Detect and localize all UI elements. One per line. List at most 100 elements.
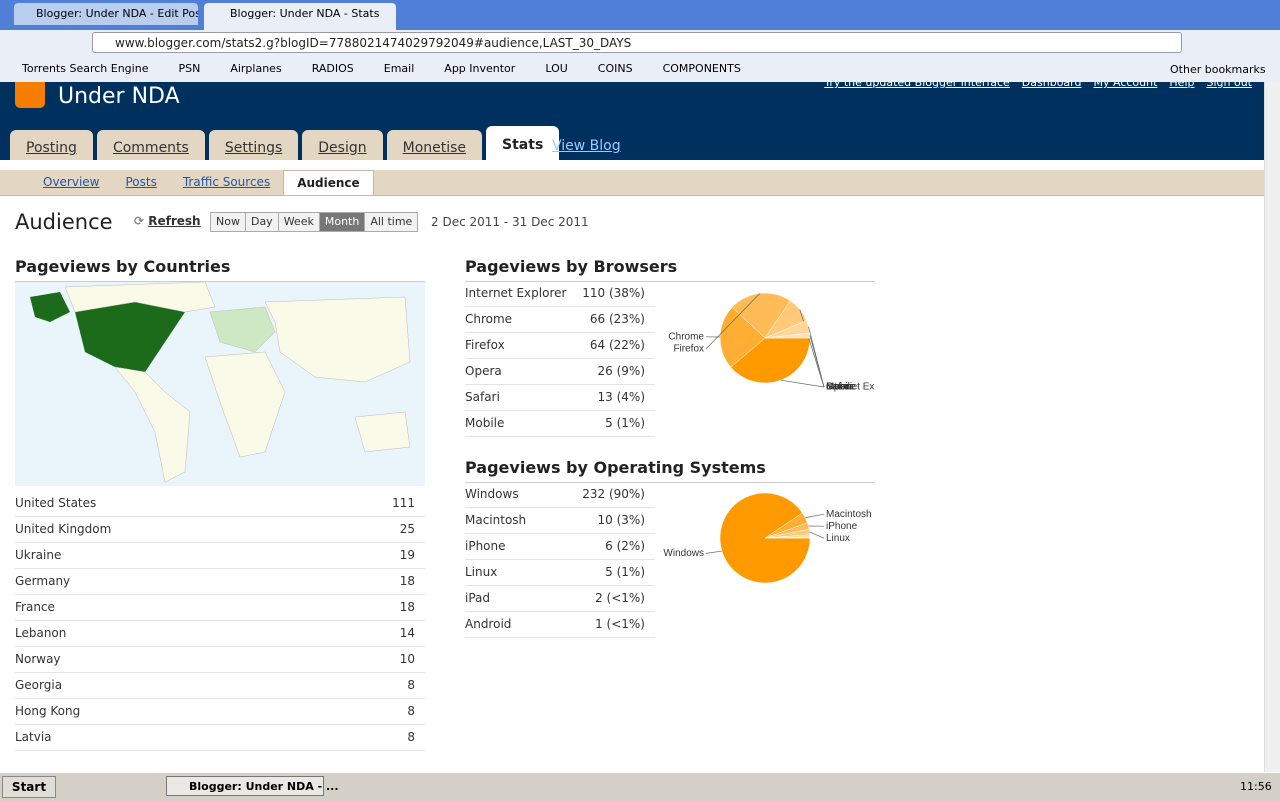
- top-link[interactable]: Sign out: [1206, 82, 1252, 89]
- start-button[interactable]: Start: [2, 776, 56, 798]
- stat-share: (3%): [617, 513, 645, 527]
- country-count: 18: [400, 569, 425, 594]
- country-name: Ukraine: [15, 543, 61, 568]
- country-count: 8: [407, 673, 425, 698]
- nav-tab[interactable]: Monetise: [387, 130, 482, 160]
- nav-tab[interactable]: Settings: [209, 130, 298, 160]
- range[interactable]: All time: [364, 212, 418, 232]
- country-name: Georgia: [15, 673, 62, 698]
- stat-value: 1 (<1%): [595, 612, 655, 637]
- stat-name: iPhone: [465, 534, 506, 559]
- stat-share: (<1%): [607, 617, 645, 631]
- view-blog[interactable]: View Blog: [552, 138, 621, 154]
- pie-leader: [810, 532, 824, 538]
- stat-share: (23%): [609, 312, 645, 326]
- top-link[interactable]: My Account: [1093, 82, 1157, 89]
- bookmark[interactable]: RADIOS: [298, 62, 354, 78]
- bookmark[interactable]: LOU: [531, 62, 567, 78]
- scrollbar[interactable]: [1264, 82, 1280, 772]
- country-name: Norway: [15, 647, 61, 672]
- country-row: Georgia 8: [15, 673, 425, 699]
- stat-name: Safari: [465, 385, 500, 410]
- pie-label: Mobile: [826, 382, 856, 393]
- browser-pie: Internet ExplorerChromeFirefoxOperaSafar…: [655, 283, 875, 393]
- bookmark[interactable]: Torrents Search Engine: [8, 62, 148, 78]
- other-bookmarks[interactable]: Other bookmarks: [1170, 63, 1266, 76]
- country-name: United States: [15, 491, 96, 516]
- top-link[interactable]: Dashboard: [1022, 82, 1082, 89]
- blogger-logo: [15, 82, 45, 108]
- bookmark[interactable]: COINS: [584, 62, 633, 78]
- subtab[interactable]: Traffic Sources: [170, 170, 283, 195]
- range-active[interactable]: Month: [319, 212, 365, 232]
- subtab-bar: [0, 160, 1264, 170]
- stat-count: 13: [597, 390, 612, 404]
- australia: [355, 412, 410, 452]
- top-link[interactable]: Help: [1169, 82, 1194, 89]
- stat-row: Opera 26 (9%): [465, 359, 655, 385]
- refresh-link[interactable]: Refresh: [148, 214, 200, 228]
- stat-value: 66 (23%): [590, 307, 655, 332]
- pie-leader: [805, 514, 824, 518]
- address-bar[interactable]: www.blogger.com/stats2.g?blogID=77880214…: [92, 32, 1182, 53]
- country-count: 19: [400, 543, 425, 568]
- country-count: 8: [407, 725, 425, 750]
- pie-label: Firefox: [673, 343, 704, 354]
- bookmark[interactable]: Airplanes: [216, 62, 281, 78]
- nav-tab[interactable]: Design: [302, 130, 382, 160]
- bookmark[interactable]: COMPONENTS: [649, 62, 741, 78]
- tab-active[interactable]: Blogger: Under NDA - Stats: [204, 3, 396, 30]
- refresh[interactable]: ⟳ Refresh: [134, 214, 201, 228]
- tab[interactable]: Blogger: Under NDA - Edit Post: [14, 3, 198, 25]
- stat-share: (1%): [617, 565, 645, 579]
- stat-name: Linux: [465, 560, 497, 585]
- section-title: Pageviews by Countries: [15, 257, 230, 276]
- stat-name: Android: [465, 612, 511, 637]
- nav-tab-active[interactable]: Stats: [486, 126, 559, 160]
- bookmark[interactable]: PSN: [164, 62, 200, 78]
- country-name: Lebanon: [15, 621, 66, 646]
- clock: 11:56: [1240, 780, 1272, 793]
- subtab[interactable]: Overview: [30, 170, 113, 195]
- taskbar-window[interactable]: Blogger: Under NDA - ...: [166, 776, 324, 796]
- range[interactable]: Week: [278, 212, 320, 232]
- stat-count: 1: [595, 617, 603, 631]
- pie-label: Macintosh: [826, 509, 872, 520]
- subtab-active[interactable]: Audience: [283, 170, 373, 195]
- country-name: United Kingdom: [15, 517, 111, 542]
- stat-name: Mobile: [465, 411, 504, 436]
- range[interactable]: Day: [245, 212, 279, 232]
- stat-name: Chrome: [465, 307, 512, 332]
- bookmark[interactable]: App Inventor: [430, 62, 515, 78]
- stat-name: Opera: [465, 359, 502, 384]
- stat-count: 26: [597, 364, 612, 378]
- stat-share: (9%): [617, 364, 645, 378]
- stat-count: 110: [582, 286, 605, 300]
- nav-tab[interactable]: Posting: [10, 130, 93, 160]
- bookmark[interactable]: Email: [370, 62, 415, 78]
- subtab[interactable]: Posts: [113, 170, 170, 195]
- range[interactable]: Now: [210, 212, 246, 232]
- blog-name: Under NDA: [58, 84, 180, 109]
- stat-row: Chrome 66 (23%): [465, 307, 655, 333]
- top-link[interactable]: Try the updated Blogger interface: [824, 82, 1010, 89]
- stat-count: 5: [605, 416, 613, 430]
- country-count: 8: [407, 699, 425, 724]
- stat-value: 232 (90%): [582, 482, 655, 507]
- top-links: Try the updated Blogger interface Dashboa…: [824, 82, 1252, 89]
- stat-row: Android 1 (<1%): [465, 612, 655, 638]
- pie-leader: [781, 380, 824, 387]
- nav-tab[interactable]: Comments: [97, 130, 205, 160]
